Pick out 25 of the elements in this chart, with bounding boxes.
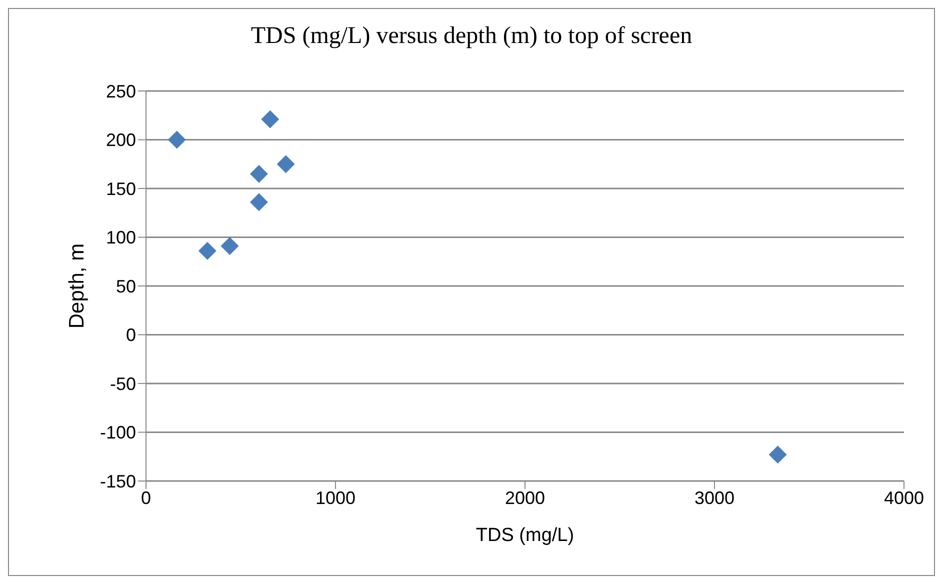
point <box>768 446 787 464</box>
y-tick-label: 50 <box>116 276 136 296</box>
y-tick-label: 200 <box>106 130 136 150</box>
point <box>276 155 295 174</box>
point <box>250 164 268 183</box>
y-tick-label: 250 <box>106 81 136 102</box>
x-axis-title: TDS (mg/L) <box>476 525 574 546</box>
y-tick-label: 0 <box>126 325 136 346</box>
point <box>261 110 280 128</box>
x-tick-label: 0 <box>140 488 152 508</box>
point <box>220 237 239 256</box>
y-tick-label: -150 <box>100 471 136 492</box>
y-axis-title: Depth, m <box>65 243 88 329</box>
x-tick-label: 3000 <box>694 488 735 508</box>
x-tick-label: 2000 <box>504 488 546 508</box>
chart-title: TDS (mg/L) versus depth (m) to top of screen <box>250 23 694 50</box>
x-tick-label: 1000 <box>315 488 356 508</box>
y-tick-label: -50 <box>110 374 136 394</box>
point <box>250 193 268 212</box>
point <box>198 242 216 260</box>
y-tick-label: 100 <box>106 228 136 248</box>
x-tick-label: 4000 <box>884 488 924 508</box>
point <box>168 130 186 149</box>
y-tick-label: -100 <box>100 422 136 443</box>
y-tick-label: 150 <box>106 178 136 199</box>
